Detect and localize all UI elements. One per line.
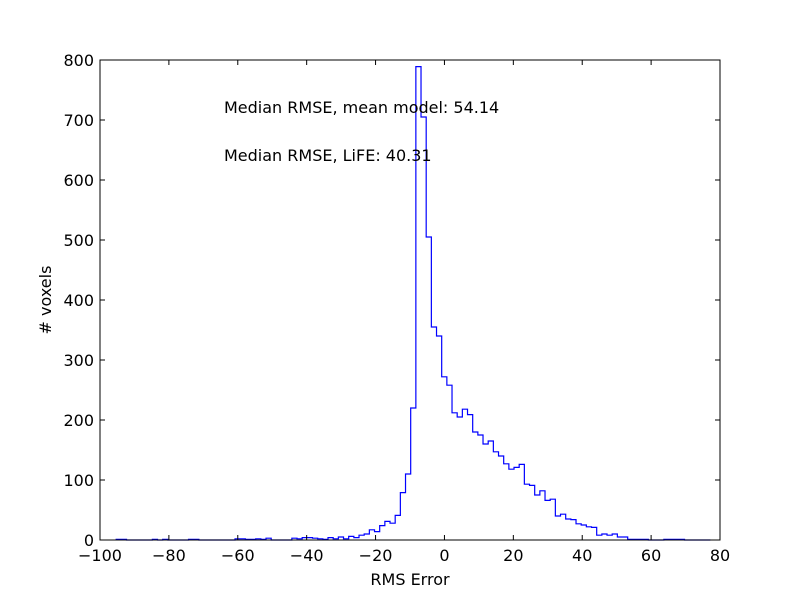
y-tick-label: 0 xyxy=(84,531,94,550)
axes-frame xyxy=(99,59,721,541)
histogram-outline xyxy=(115,66,711,541)
y-axis-label: # voxels xyxy=(36,266,55,335)
x-tick-label: −60 xyxy=(221,546,255,565)
annotation-life: Median RMSE, LiFE: 40.31 xyxy=(224,146,432,165)
x-tick-label: −80 xyxy=(152,546,186,565)
x-tick-label: 0 xyxy=(439,546,449,565)
y-tick-label: 700 xyxy=(63,111,94,130)
y-tick-label: 500 xyxy=(63,231,94,250)
x-tick-label: 20 xyxy=(503,546,523,565)
y-tick-label: 600 xyxy=(63,171,94,190)
y-tick-label: 400 xyxy=(63,291,94,310)
x-tick-label: −20 xyxy=(359,546,393,565)
x-tick-label: 40 xyxy=(572,546,592,565)
x-tick-label: −100 xyxy=(78,546,122,565)
y-tick-label: 100 xyxy=(63,471,94,490)
x-tick-label: 60 xyxy=(641,546,661,565)
y-tick-label: 300 xyxy=(63,351,94,370)
y-tick-label: 800 xyxy=(63,51,94,70)
x-tick-label: 80 xyxy=(710,546,730,565)
x-tick-label: −40 xyxy=(290,546,324,565)
annotation-mean-model: Median RMSE, mean model: 54.14 xyxy=(224,98,499,117)
x-axis-label: RMS Error xyxy=(370,570,450,589)
y-tick-label: 200 xyxy=(63,411,94,430)
